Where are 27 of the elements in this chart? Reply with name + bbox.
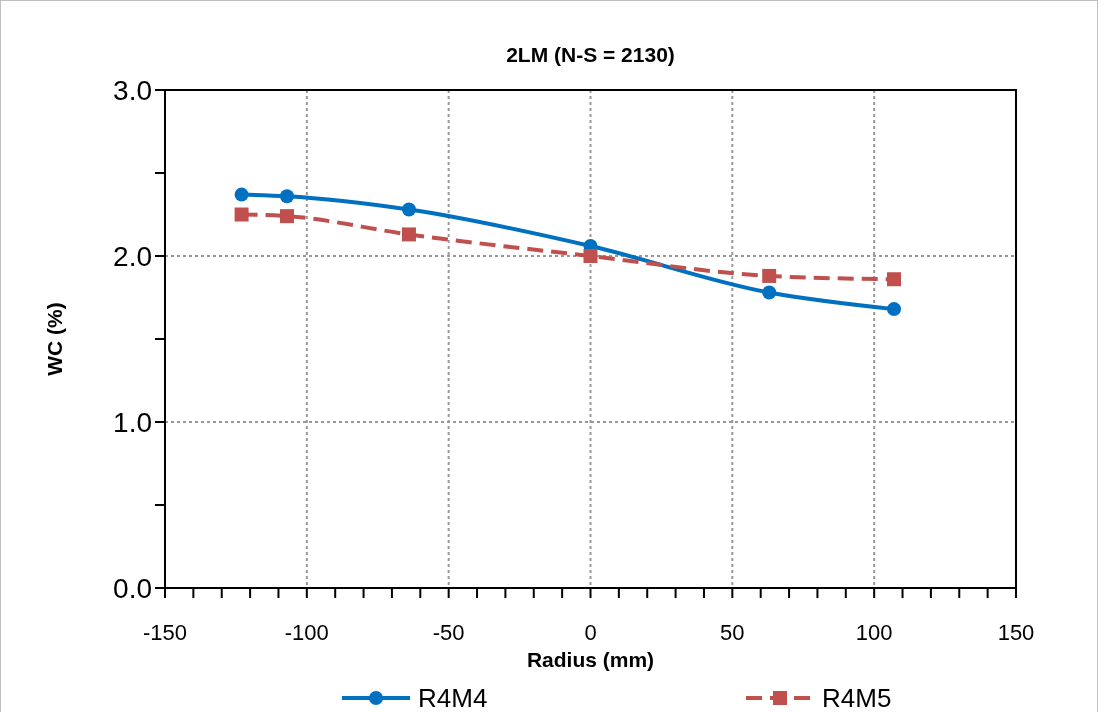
legend-label: R4M5 xyxy=(822,683,892,712)
x-tick-label: -100 xyxy=(284,620,329,645)
point xyxy=(887,302,902,317)
y-tick-label: 3.0 xyxy=(113,75,152,106)
y-tick-label: 0.0 xyxy=(113,573,152,604)
legend-label: R4M4 xyxy=(418,683,488,712)
x-tick-label: 150 xyxy=(997,620,1035,645)
point xyxy=(583,249,598,263)
y-tick-label: 1.0 xyxy=(113,407,152,438)
point xyxy=(279,209,294,224)
point xyxy=(234,207,249,222)
chart-title: 2LM (N-S = 2130) xyxy=(506,43,675,66)
y-tick-label: 2.0 xyxy=(113,241,152,272)
point xyxy=(887,272,902,287)
y-axis-title: WC (%) xyxy=(43,302,66,376)
x-tick-label: 0 xyxy=(584,620,597,645)
x-tick-label: -50 xyxy=(432,620,465,645)
x-tick-label: 100 xyxy=(855,620,893,645)
point xyxy=(762,285,777,300)
point xyxy=(279,189,294,204)
x-tick-label: 50 xyxy=(720,620,745,645)
point xyxy=(234,187,249,202)
x-axis-title: Radius (mm) xyxy=(526,648,655,671)
point xyxy=(762,268,777,283)
point xyxy=(401,202,416,217)
point xyxy=(401,227,416,242)
x-tick-label: -150 xyxy=(142,620,188,645)
